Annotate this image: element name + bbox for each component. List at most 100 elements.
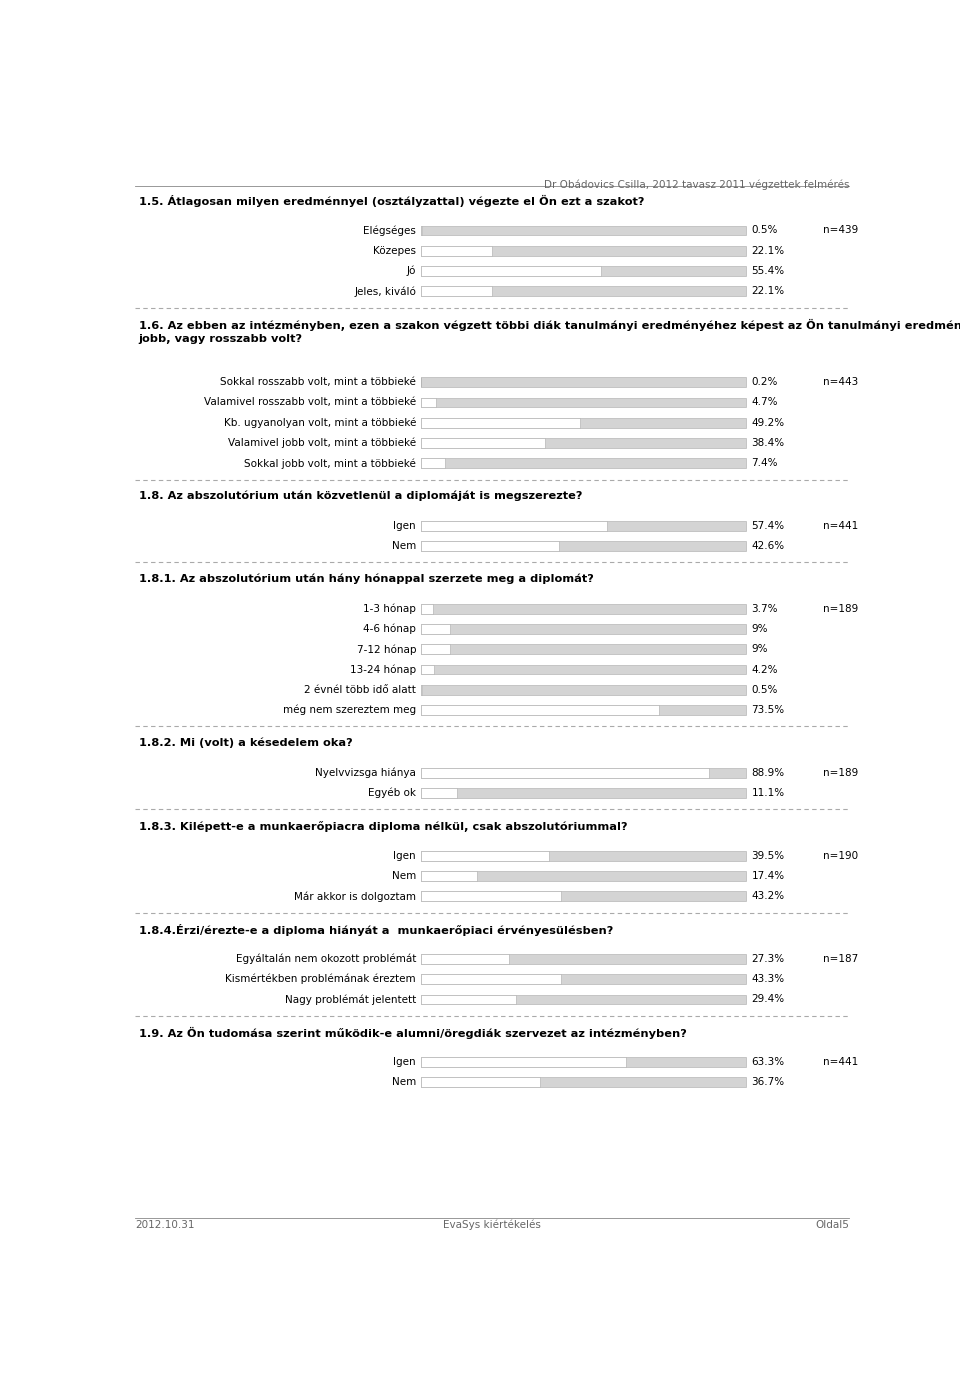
Bar [420, 459, 746, 469]
Text: Egyáltalán nem okozott problémát: Egyáltalán nem okozott problémát [236, 954, 416, 964]
Text: Oldal5: Oldal5 [815, 1219, 849, 1230]
Text: n=441: n=441 [823, 1057, 858, 1067]
Bar [420, 851, 746, 861]
Text: Valamivel jobb volt, mint a többieké: Valamivel jobb volt, mint a többieké [228, 438, 416, 448]
Text: 43.2%: 43.2% [752, 891, 784, 901]
Text: Már akkor is dolgoztam: Már akkor is dolgoztam [294, 891, 416, 901]
Text: 1-3 hónap: 1-3 hónap [363, 604, 416, 614]
Text: Nyelvvizsga hiánya: Nyelvvizsga hiánya [315, 767, 416, 778]
Bar [420, 1077, 746, 1087]
Bar [420, 377, 746, 386]
Bar [420, 974, 562, 983]
Text: 9%: 9% [752, 624, 768, 635]
Text: 55.4%: 55.4% [752, 266, 784, 276]
Bar [420, 266, 601, 276]
Bar [420, 438, 746, 448]
Text: 11.1%: 11.1% [752, 788, 784, 798]
Text: Egyéb ok: Egyéb ok [368, 788, 416, 798]
Text: n=190: n=190 [823, 851, 858, 861]
Text: 7-12 hónap: 7-12 hónap [356, 644, 416, 654]
Bar [420, 891, 746, 901]
Bar [420, 624, 746, 633]
Bar [420, 954, 510, 964]
Text: 1.6. Az ebben az intézményben, ezen a szakon végzett többi diák tanulmányi eredm: 1.6. Az ebben az intézményben, ezen a sz… [138, 319, 960, 345]
Bar [420, 1057, 746, 1067]
Text: 9%: 9% [752, 644, 768, 654]
Bar [420, 1077, 540, 1087]
Bar [420, 706, 746, 716]
Text: 1.5. Átlagosan milyen eredménnyel (osztályzattal) végezte el Ön ezt a szakot?: 1.5. Átlagosan milyen eredménnyel (osztá… [138, 195, 644, 208]
Bar [420, 767, 746, 777]
Bar [420, 1057, 626, 1067]
Text: n=439: n=439 [823, 226, 858, 236]
Bar [420, 520, 746, 530]
Text: 1.8.2. Mi (volt) a késedelem oka?: 1.8.2. Mi (volt) a késedelem oka? [138, 738, 352, 748]
Bar [420, 788, 457, 798]
Bar [420, 286, 492, 296]
Bar [420, 541, 746, 551]
Text: n=189: n=189 [823, 767, 858, 778]
Text: EvaSys kiértékelés: EvaSys kiértékelés [444, 1219, 540, 1230]
Text: 0.5%: 0.5% [752, 685, 778, 695]
Text: 1.8.4.Érzi/érezte-e a diploma hiányát a  munkaerőpiaci érvényesülésben?: 1.8.4.Érzi/érezte-e a diploma hiányát a … [138, 923, 612, 936]
Text: 29.4%: 29.4% [752, 995, 784, 1004]
Bar [420, 870, 477, 880]
Text: 0.5%: 0.5% [752, 226, 778, 236]
Bar [420, 665, 434, 675]
Text: 2 évnél több idő alatt: 2 évnél több idő alatt [304, 685, 416, 695]
Text: 38.4%: 38.4% [752, 438, 784, 448]
Text: Közepes: Közepes [373, 246, 416, 255]
Text: 49.2%: 49.2% [752, 417, 784, 428]
Bar [420, 226, 422, 236]
Bar [420, 995, 516, 1004]
Bar [420, 398, 746, 407]
Text: 73.5%: 73.5% [752, 706, 784, 716]
Text: 0.2%: 0.2% [752, 377, 778, 388]
Bar [420, 706, 660, 716]
Bar [420, 541, 559, 551]
Bar [420, 685, 746, 695]
Bar [420, 685, 422, 695]
Text: Kb. ugyanolyan volt, mint a többieké: Kb. ugyanolyan volt, mint a többieké [224, 417, 416, 428]
Bar [420, 870, 746, 880]
Bar [420, 891, 561, 901]
Text: 2012.10.31: 2012.10.31 [134, 1219, 194, 1230]
Text: Elégséges: Elégséges [363, 225, 416, 236]
Text: Valamivel rosszabb volt, mint a többieké: Valamivel rosszabb volt, mint a többieké [204, 398, 416, 407]
Bar [420, 644, 746, 654]
Bar [420, 788, 746, 798]
Bar [420, 286, 746, 296]
Text: Kismértékben problémának éreztem: Kismértékben problémának éreztem [226, 974, 416, 985]
Text: n=187: n=187 [823, 954, 858, 964]
Text: Igen: Igen [394, 851, 416, 861]
Bar [420, 604, 746, 614]
Text: 39.5%: 39.5% [752, 851, 784, 861]
Bar [420, 954, 746, 964]
Bar [420, 398, 436, 407]
Bar [420, 226, 746, 236]
Text: 42.6%: 42.6% [752, 541, 784, 551]
Text: Nem: Nem [392, 1077, 416, 1087]
Text: 36.7%: 36.7% [752, 1077, 784, 1087]
Bar [420, 246, 492, 255]
Bar [420, 604, 433, 614]
Text: Igen: Igen [394, 520, 416, 531]
Text: 4-6 hónap: 4-6 hónap [363, 624, 416, 635]
Text: 88.9%: 88.9% [752, 767, 784, 778]
Text: 4.7%: 4.7% [752, 398, 778, 407]
Bar [420, 767, 709, 777]
Text: 63.3%: 63.3% [752, 1057, 784, 1067]
Text: Sokkal jobb volt, mint a többieké: Sokkal jobb volt, mint a többieké [244, 458, 416, 469]
Text: n=441: n=441 [823, 520, 858, 531]
Text: 1.9. Az Ön tudomása szerint működik-e alumni/öregdiák szervezet az intézményben?: 1.9. Az Ön tudomása szerint működik-e al… [138, 1027, 686, 1039]
Bar [420, 418, 581, 428]
Text: Sokkal rosszabb volt, mint a többieké: Sokkal rosszabb volt, mint a többieké [220, 377, 416, 388]
Text: 7.4%: 7.4% [752, 459, 778, 469]
Text: Nem: Nem [392, 870, 416, 882]
Text: 22.1%: 22.1% [752, 246, 784, 255]
Bar [420, 266, 746, 276]
Text: 43.3%: 43.3% [752, 974, 784, 983]
Bar [420, 459, 444, 469]
Bar [420, 644, 450, 654]
Bar [420, 246, 746, 255]
